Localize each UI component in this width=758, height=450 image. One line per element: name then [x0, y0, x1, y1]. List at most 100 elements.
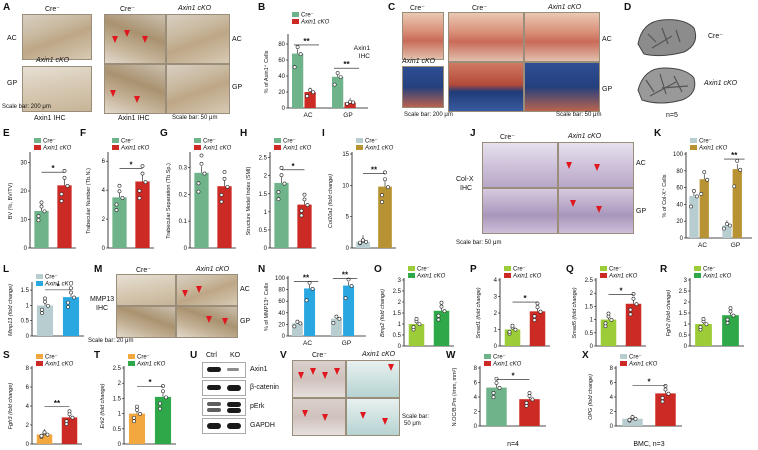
y-tick-label-n-5: 100: [275, 276, 286, 282]
bar-t-1-dot-1: [161, 389, 165, 394]
label-ko-u: KO: [230, 352, 241, 359]
bar-x-0: [622, 418, 643, 426]
bar-p-1-dot-3: [532, 314, 537, 319]
bar-l-1-dot-3: [66, 300, 70, 305]
panel-label-a: A: [3, 2, 11, 13]
arrow-j1: [566, 162, 572, 169]
bar-n-0-0-dot-0: [292, 324, 297, 329]
y-tick-label-l-3: 1.5: [21, 288, 30, 294]
bar-s-1-dot-4: [67, 409, 72, 414]
bar-k-1-1-dot-0: [732, 184, 737, 189]
legend-swatch-s-0: [36, 354, 43, 359]
panel-label-l: L: [3, 264, 10, 275]
panel-label-b: B: [258, 2, 266, 13]
bar-b-0-1: [304, 92, 316, 108]
safranin-image-c3: [448, 12, 524, 62]
label-gp-a: GP: [7, 80, 18, 87]
bar-k-1-0-dot-1: [725, 221, 729, 226]
y-tick-label-x-3: 6: [610, 381, 614, 387]
bar-b-1-0-dot-1: [335, 71, 340, 75]
legend-label-w-1: Axin1 cKO: [492, 362, 522, 368]
bar-b-0-1-dot-1: [308, 88, 313, 92]
bar-l-0-dot-4: [43, 296, 47, 301]
bar-f-0-dot-1: [117, 189, 122, 194]
bar-q-0: [600, 319, 617, 346]
sig-mark-w: *: [511, 371, 515, 380]
bar-o-1-dot-3: [436, 313, 441, 318]
arrow-m4: [222, 318, 228, 325]
bar-x-0-dot-4: [630, 415, 635, 419]
blot-axin1: [202, 362, 246, 378]
bar-s-1-dot-2: [70, 415, 75, 420]
bar-e-1-dot-2: [65, 184, 70, 188]
legend-label-r-1: Axin1 cKO: [702, 274, 732, 280]
bar-e-0-dot-4: [39, 200, 44, 205]
legend-swatch-q-1: [600, 273, 607, 278]
bar-s-0-dot-3: [39, 433, 44, 438]
bar-n-0-0: [291, 323, 303, 336]
legend-swatch-k-1: [690, 145, 697, 150]
bar-e-1-dot-4: [62, 169, 67, 173]
bar-w-1: [519, 399, 540, 426]
bar-p-1-dot-2: [538, 309, 543, 314]
safranin-image-c4: [524, 12, 600, 62]
bar-p-0: [504, 329, 521, 346]
y-tick-label-e-1: 10: [20, 218, 27, 224]
label-perk-u: pErk: [250, 403, 265, 410]
legend-swatch-b-1: [292, 19, 299, 24]
bar-n-0-0-dot-1: [295, 319, 300, 324]
mmp13-image-m1: [116, 274, 176, 306]
bar-h-0-dot-2: [282, 181, 287, 186]
legend-label-q-1: Axin1 cKO: [608, 274, 638, 280]
y-axis-label-s: Fgfr3 (fold change): [8, 383, 14, 430]
arrow-v3: [322, 372, 328, 379]
bar-o-1-dot-0: [436, 317, 441, 322]
label-cre-m: Cre⁻: [136, 267, 151, 274]
bar-e-0-dot-1: [39, 204, 44, 209]
bar-l-0: [36, 305, 54, 336]
label-cko-a: Axin1 cKO: [178, 5, 212, 12]
arrow-a2: [124, 30, 130, 37]
ihc-image-a4: [166, 14, 230, 64]
panel-label-f: F: [80, 128, 87, 139]
bar-n-1-0-dot-2: [337, 316, 342, 321]
y-tick-label-r-5: 2.5: [679, 289, 688, 295]
sig-mark-b-0: **: [303, 37, 310, 46]
label-cko-m: Axin1 cKO: [196, 266, 230, 273]
y-tick-label-r-1: 0.5: [679, 333, 688, 339]
legend-swatch-k-0: [690, 138, 697, 143]
bar-o-1-dot-1: [439, 304, 444, 309]
label-ihc-a1: Axin1 IHC: [34, 115, 66, 122]
x-tick-label-n-1: GP: [342, 340, 351, 347]
y-tick-label-p-1: 1: [494, 328, 498, 334]
bar-r-1-dot-1: [728, 309, 733, 314]
scale-label-a2: Scale bar: 50 μm: [172, 115, 218, 121]
y-tick-label-o-1: 0.5: [393, 333, 402, 339]
arrow-a3: [142, 36, 148, 43]
blot-bcatenin: [202, 380, 246, 396]
x-tick-label-b-1: GP: [343, 112, 352, 119]
bar-f-0: [112, 197, 127, 248]
bar-g-0-dot-2: [202, 171, 207, 176]
bar-l-0-dot-0: [40, 311, 44, 315]
y-tick-label-o-2: 1: [398, 322, 402, 328]
bar-x-1-dot-3: [660, 396, 665, 400]
safranin-image-c1: [402, 12, 444, 60]
y-tick-label-i-0: 0: [346, 246, 350, 252]
bar-s-0-dot-4: [42, 430, 47, 435]
bar-o-1: [433, 310, 450, 346]
bar-t-0-dot-2: [138, 412, 142, 416]
label-ac-j: AC: [636, 160, 646, 167]
chart-k: Cre⁻Axin1 cKO 0 20 40 60 80 100 % of Col-X⁺ Cel…: [661, 138, 752, 249]
bar-n-1-1-dot-0: [343, 296, 348, 301]
label-axin1-u: Axin1: [250, 366, 268, 373]
y-tick-label-k-4: 80: [676, 169, 683, 175]
sig-mark-h: *: [291, 162, 295, 171]
bar-b-1-1-dot-2: [351, 100, 356, 105]
bar-q-1-dot-3: [628, 307, 633, 312]
y-tick-label-e-3: 30: [20, 161, 27, 167]
scale-label-c2: Scale bar: 50 μm: [556, 112, 602, 118]
y-axis-label-q: Smad5 (fold change): [572, 287, 578, 338]
bar-f-0-dot-2: [120, 195, 125, 200]
y-axis-label-e: BV (%, BV/TV): [8, 183, 14, 220]
